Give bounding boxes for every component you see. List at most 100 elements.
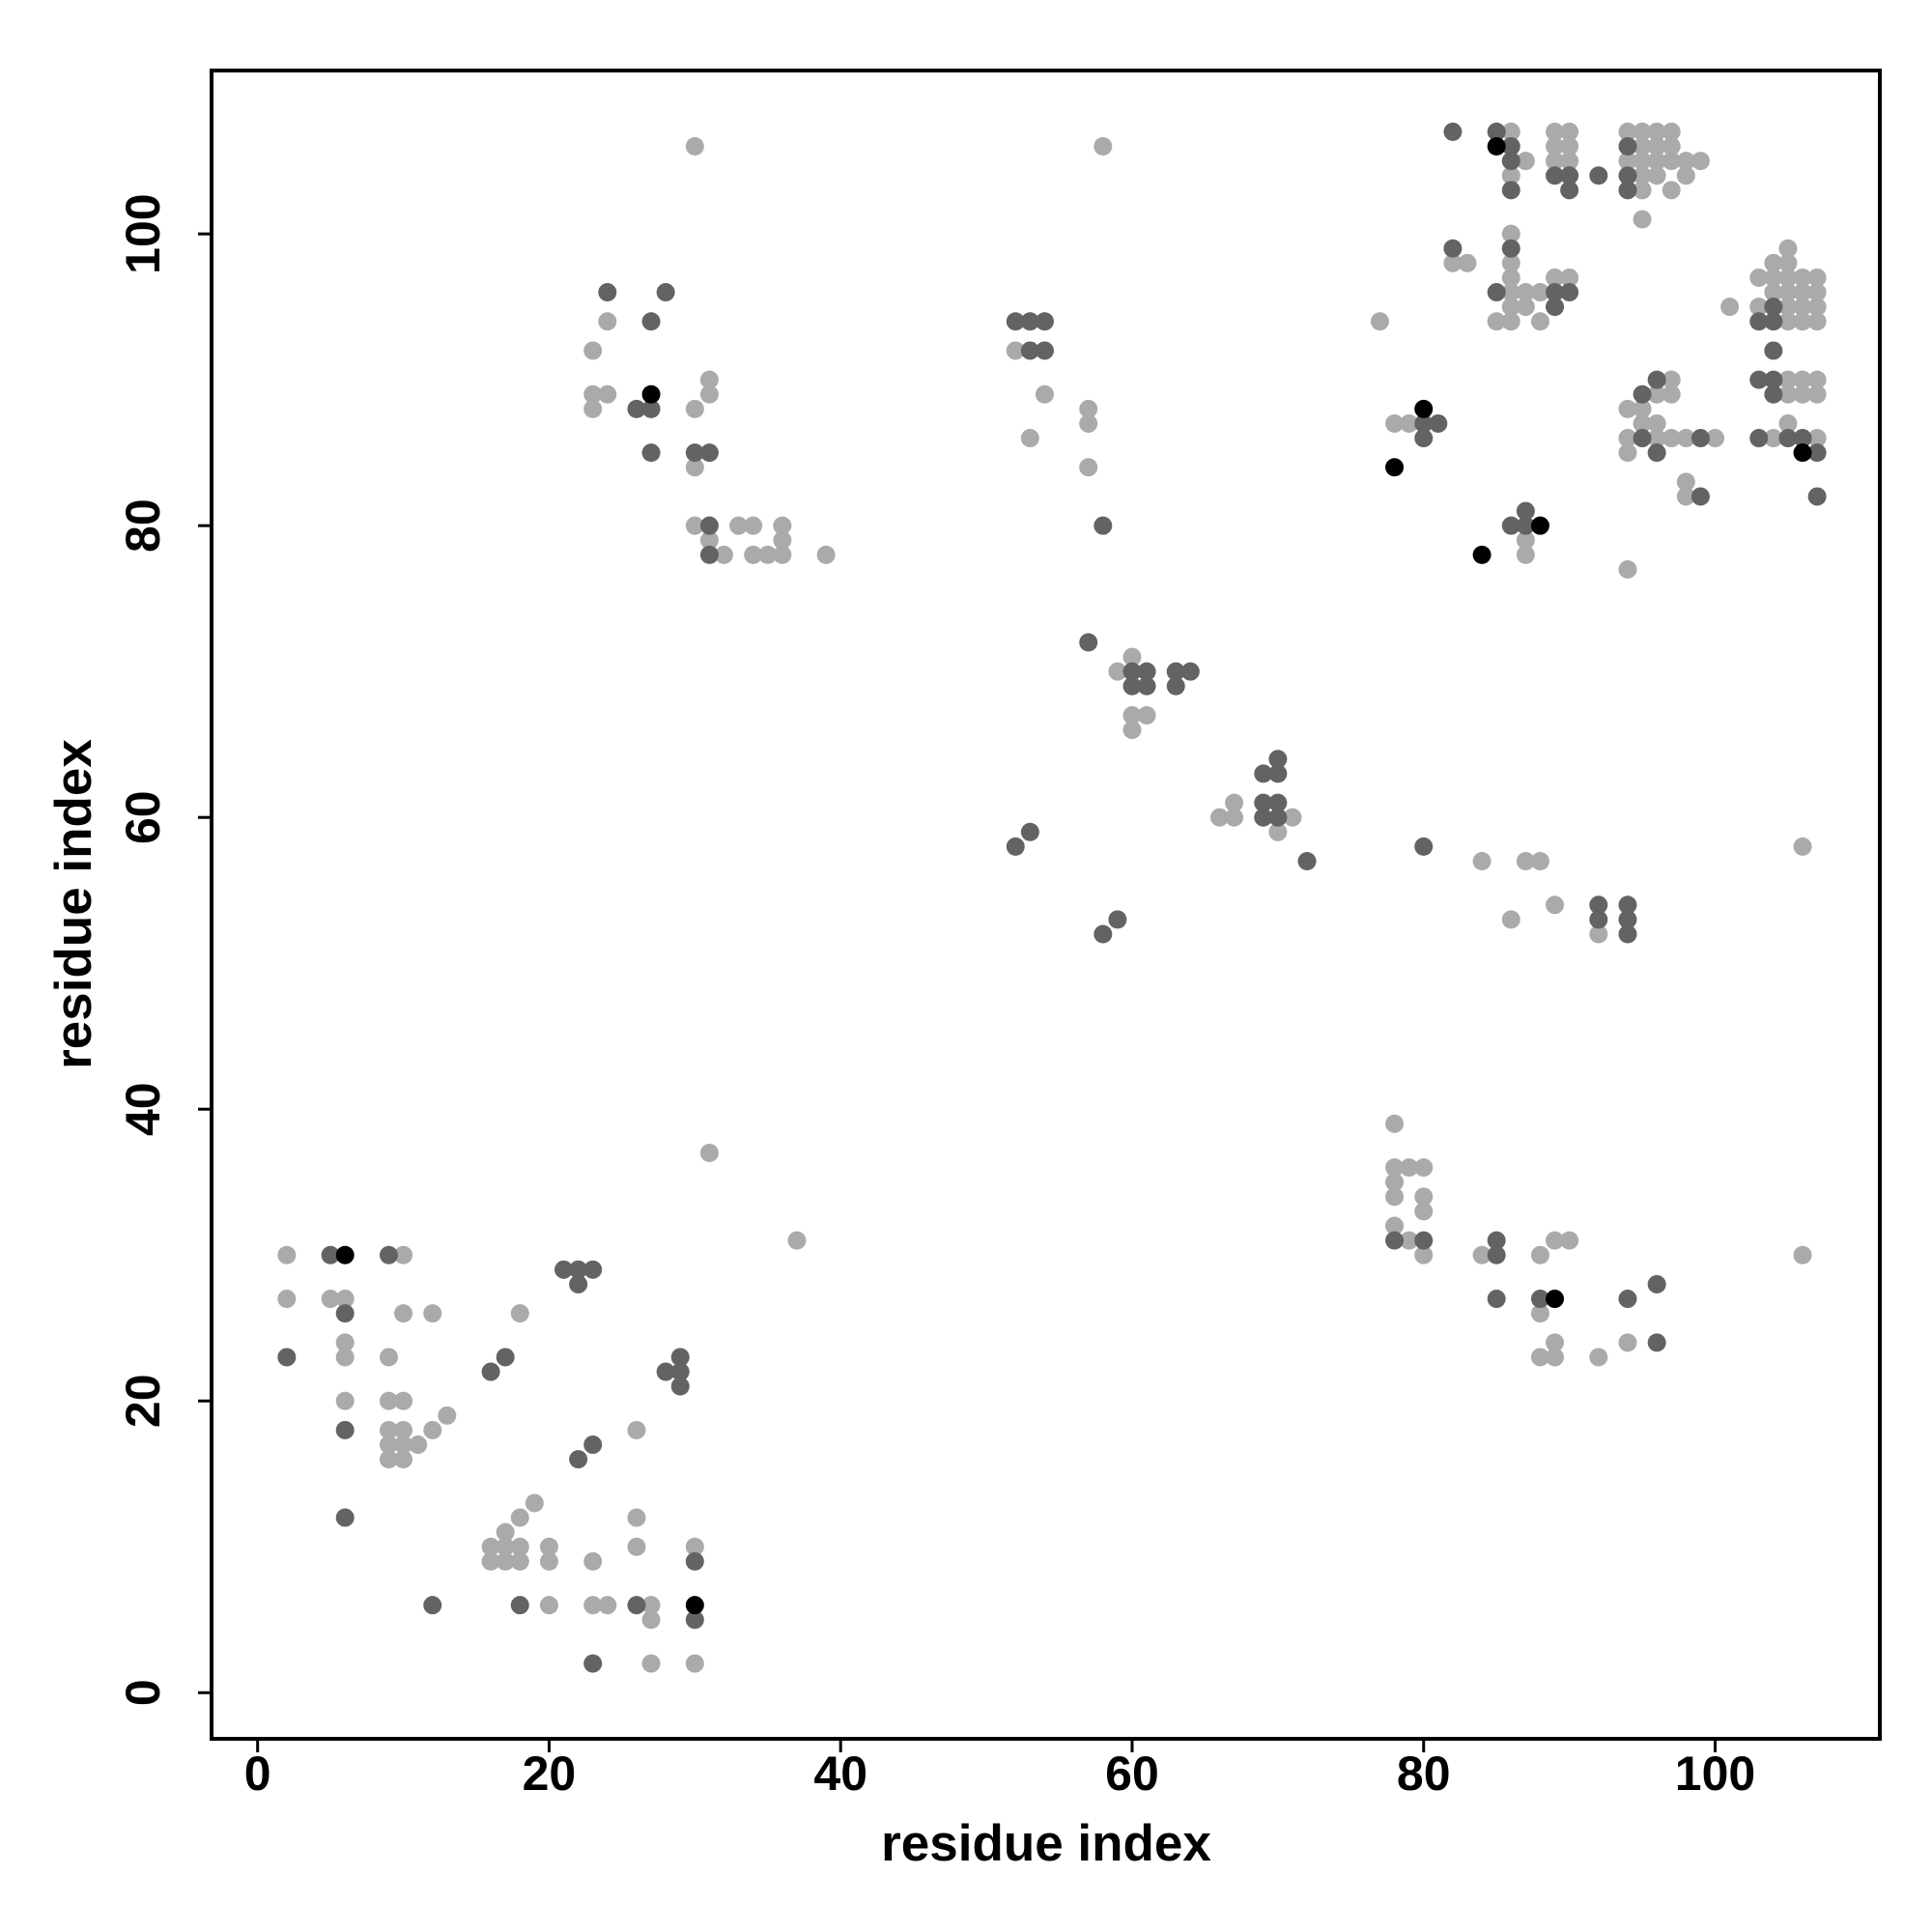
point (699, 384, 719, 404)
point (481, 1551, 500, 1571)
x-tick-label: 60 (1105, 1747, 1159, 1801)
point (1778, 312, 1798, 331)
point (1516, 851, 1535, 870)
point (1589, 910, 1608, 929)
point (1618, 122, 1637, 141)
point (1793, 429, 1812, 448)
point (1546, 895, 1565, 915)
point (1414, 429, 1434, 448)
point (1749, 268, 1769, 287)
point (685, 1551, 704, 1571)
point (1807, 312, 1827, 331)
point (715, 545, 734, 564)
point (510, 1304, 529, 1323)
point (1662, 181, 1681, 200)
point (1487, 137, 1506, 156)
point (1137, 705, 1156, 724)
point (1647, 429, 1666, 448)
x-tick-label: 20 (523, 1747, 577, 1801)
point (1618, 137, 1637, 156)
point (1690, 487, 1710, 506)
point (641, 399, 661, 418)
point (335, 1348, 355, 1367)
point (1079, 413, 1098, 433)
point (1414, 1245, 1434, 1264)
point (1443, 122, 1463, 141)
point (1546, 298, 1565, 317)
point (1035, 312, 1054, 331)
point (1268, 808, 1288, 827)
point (569, 1260, 588, 1279)
point (1618, 924, 1637, 944)
point (1385, 458, 1405, 477)
y-tick-label: 80 (116, 498, 170, 553)
point (1546, 137, 1565, 156)
x-tick-label: 80 (1397, 1747, 1451, 1801)
point (1546, 268, 1565, 287)
point (1501, 239, 1520, 258)
y-tick-label: 0 (116, 1679, 170, 1706)
point (1807, 298, 1827, 317)
point (1647, 1333, 1666, 1352)
point (1647, 152, 1666, 171)
point (539, 1551, 558, 1571)
point (1166, 662, 1185, 681)
point (1778, 413, 1798, 433)
point (1487, 283, 1506, 302)
point (1516, 283, 1535, 302)
point (1662, 370, 1681, 389)
point (394, 1245, 413, 1264)
point (1793, 384, 1812, 404)
point (1618, 166, 1637, 185)
point (773, 530, 792, 550)
point (1546, 1333, 1565, 1352)
point (1443, 239, 1463, 258)
point (598, 312, 617, 331)
point (1137, 676, 1156, 696)
point (787, 1231, 807, 1250)
point (1560, 181, 1579, 200)
point (1662, 137, 1681, 156)
point (1020, 429, 1039, 448)
point (729, 516, 749, 535)
point (641, 1596, 661, 1615)
point (1487, 122, 1506, 141)
point (1443, 253, 1463, 272)
point (1400, 413, 1419, 433)
point (1647, 443, 1666, 463)
point (1487, 1231, 1506, 1250)
point (335, 1245, 355, 1264)
point (1501, 268, 1520, 287)
point (1618, 1333, 1637, 1352)
point (1633, 384, 1652, 404)
point (1414, 413, 1434, 433)
point (1516, 152, 1535, 171)
point (1530, 312, 1549, 331)
point (1020, 341, 1039, 360)
point (1764, 429, 1783, 448)
point (1690, 152, 1710, 171)
point (1793, 443, 1812, 463)
point (1166, 676, 1185, 696)
point (1501, 137, 1520, 156)
point (1414, 1187, 1434, 1207)
point (1764, 298, 1783, 317)
point (641, 312, 661, 331)
point (1560, 137, 1579, 156)
point (1385, 1216, 1405, 1236)
point (583, 384, 603, 404)
point (699, 545, 719, 564)
point (1094, 137, 1113, 156)
point (1487, 1245, 1506, 1264)
point (1764, 384, 1783, 404)
point (423, 1596, 442, 1615)
point (1764, 370, 1783, 389)
point (554, 1260, 574, 1279)
y-tick-label: 60 (116, 790, 170, 844)
point (1020, 822, 1039, 841)
point (335, 1290, 355, 1309)
point (1618, 1290, 1637, 1309)
point (1268, 750, 1288, 769)
point (1647, 1274, 1666, 1293)
